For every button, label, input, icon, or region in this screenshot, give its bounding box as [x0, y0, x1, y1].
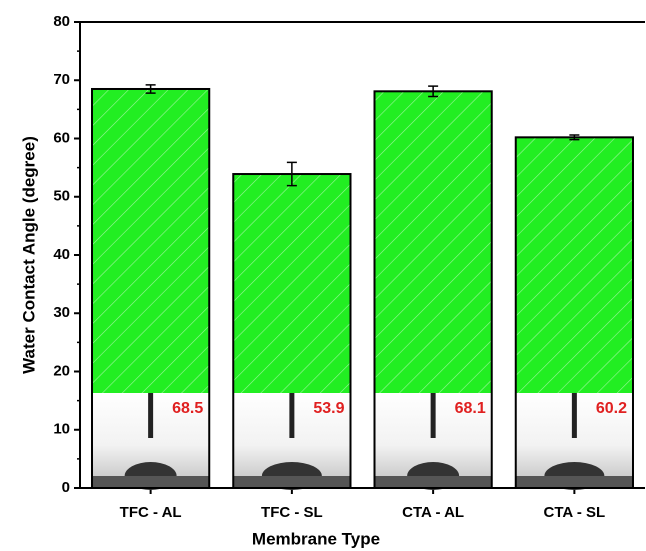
substrate [233, 476, 350, 488]
y-tick-label: 80 [53, 13, 70, 30]
y-axis-label: Water Contact Angle (degree) [19, 136, 38, 374]
substrate [516, 476, 633, 488]
y-tick-label: 50 [53, 188, 70, 205]
value-label: 68.1 [455, 400, 486, 417]
y-tick-label: 60 [53, 129, 70, 146]
y-tick-label: 20 [53, 362, 70, 379]
y-tick-label: 10 [53, 421, 70, 438]
value-label: 68.5 [172, 400, 203, 417]
substrate [375, 476, 492, 488]
chart: Membrane Type Water Contact Angle (degre… [0, 0, 646, 551]
x-tick-label: CTA - AL [402, 504, 464, 521]
x-axis-label: Membrane Type [252, 529, 380, 548]
y-tick-label: 70 [53, 71, 70, 88]
y-tick-label: 30 [53, 304, 70, 321]
y-tick-label: 40 [53, 246, 70, 263]
x-tick-label: CTA - SL [544, 504, 606, 521]
x-tick-label: TFC - AL [120, 504, 182, 521]
value-label: 53.9 [313, 400, 344, 417]
substrate [92, 476, 209, 488]
value-label: 60.2 [596, 400, 627, 417]
y-tick-label: 0 [62, 479, 70, 496]
x-tick-label: TFC - SL [261, 504, 323, 521]
